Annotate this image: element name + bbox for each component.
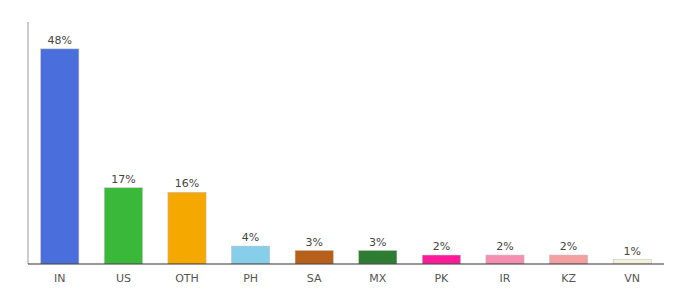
data-label: 17% xyxy=(111,173,135,186)
data-label: 3% xyxy=(369,236,386,249)
bar xyxy=(613,260,651,264)
bar xyxy=(550,255,588,264)
bar xyxy=(168,192,206,264)
y-axis-line xyxy=(28,22,29,264)
data-label: 2% xyxy=(433,240,450,253)
data-label: 16% xyxy=(175,177,199,190)
x-tick-label: SA xyxy=(307,272,322,285)
chart-container: 48% 17% 16% 4% 3% 3% 2% 2% 2% 1% IN US OTH PH SA MX PK IR… xyxy=(0,0,680,300)
bars xyxy=(41,49,652,264)
bar xyxy=(295,251,333,264)
bar xyxy=(232,246,270,264)
data-label: 48% xyxy=(48,34,72,47)
chart-svg: 48% 17% 16% 4% 3% 3% 2% 2% 2% 1% IN US OTH PH SA MX PK IR… xyxy=(0,0,680,300)
x-tick-label: KZ xyxy=(561,272,576,285)
x-tick-label: PK xyxy=(434,272,449,285)
data-label: 4% xyxy=(242,231,259,244)
bar xyxy=(359,251,397,264)
x-tick-label: IR xyxy=(500,272,511,285)
bar xyxy=(486,255,524,264)
x-tick-label: PH xyxy=(243,272,258,285)
bar xyxy=(104,188,142,264)
x-tick-label: US xyxy=(116,272,131,285)
data-label: 3% xyxy=(305,236,322,249)
bar xyxy=(422,255,460,264)
x-axis-line xyxy=(28,263,664,264)
data-label: 1% xyxy=(623,245,640,258)
x-tick-label: VN xyxy=(624,272,640,285)
x-tick-label: OTH xyxy=(175,272,199,285)
data-label: 2% xyxy=(560,240,577,253)
x-tick-label: IN xyxy=(54,272,65,285)
data-label: 2% xyxy=(496,240,513,253)
bar xyxy=(41,49,79,264)
x-tick-label: MX xyxy=(369,272,386,285)
